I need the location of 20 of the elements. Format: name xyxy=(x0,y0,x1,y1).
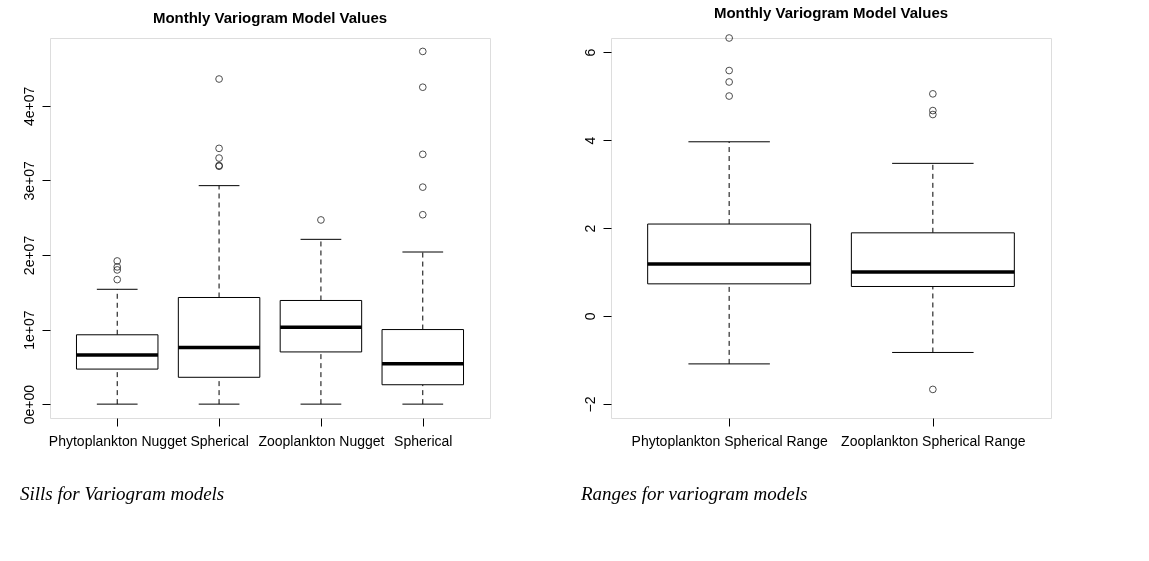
y-tick-label: 0 xyxy=(581,312,598,321)
y-tick-label: 0e+00 xyxy=(20,384,37,425)
y-tick-label: 6 xyxy=(581,48,598,57)
y-tick-label: 1e+07 xyxy=(20,310,37,350)
chart-title: Monthly Variogram Model Values xyxy=(152,9,388,26)
y-tick-label: −2 xyxy=(581,396,598,413)
y-tick-label: 4e+07 xyxy=(20,86,37,127)
x-tick-label: Zooplankton Spherical Range xyxy=(841,432,1026,449)
x-tick-label: Spherical xyxy=(394,432,453,449)
x-tick-label: Phytoplankton Nugget xyxy=(48,432,187,449)
y-tick-label: 3e+07 xyxy=(20,161,37,201)
x-tick-label: Phytoplankton Spherical Range xyxy=(631,432,828,449)
x-tick-label: Spherical xyxy=(190,432,249,449)
text: Ranges for variogram models xyxy=(580,483,808,504)
x-tick-label: Zooplankton Nugget xyxy=(258,432,385,449)
text: Sills for Variogram models xyxy=(20,483,225,504)
chart-title: Monthly Variogram Model Values xyxy=(713,3,949,21)
y-tick-label: 4 xyxy=(581,136,598,145)
y-tick-label: 2e+07 xyxy=(20,235,37,276)
y-tick-label: 2 xyxy=(581,224,598,233)
